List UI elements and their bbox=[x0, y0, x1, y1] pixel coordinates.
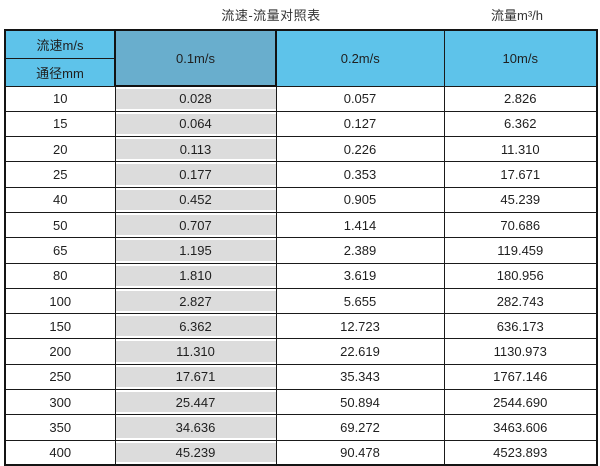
table-row: 400 45.239 90.478 4523.893 bbox=[4, 439, 598, 466]
flow-cell-0-1ms: 1.195 bbox=[114, 237, 277, 264]
flow-cell-0-1ms: 25.447 bbox=[114, 389, 277, 416]
table-row: 350 34.636 69.272 3463.606 bbox=[4, 414, 598, 441]
flow-cell-0-2ms: 0.057 bbox=[275, 85, 445, 112]
flow-cell-0-1ms: 11.310 bbox=[114, 338, 277, 365]
flow-cell-0-2ms: 50.894 bbox=[275, 389, 445, 416]
flow-rate-table: 流速m/s 0.1m/s 0.2m/s 10m/s 通径mm 10 0.028 … bbox=[4, 29, 598, 466]
col-header-0-2ms: 0.2m/s bbox=[275, 29, 445, 87]
table-title: 流速-流量对照表 bbox=[221, 8, 321, 23]
flow-cell-10ms: 17.671 bbox=[443, 161, 598, 188]
flow-cell-0-2ms: 5.655 bbox=[275, 287, 445, 315]
flow-cell-0-2ms: 22.619 bbox=[275, 338, 445, 365]
flow-cell-0-2ms: 0.127 bbox=[275, 110, 445, 138]
table-row: 25 0.177 0.353 17.671 bbox=[4, 161, 598, 188]
flow-cell-0-2ms: 35.343 bbox=[275, 363, 445, 391]
corner-diameter-label: 通径mm bbox=[4, 57, 116, 87]
diameter-cell: 400 bbox=[4, 439, 116, 466]
table-row: 40 0.452 0.905 45.239 bbox=[4, 186, 598, 213]
table-row: 10 0.028 0.057 2.826 bbox=[4, 85, 598, 112]
flow-cell-0-1ms: 0.707 bbox=[114, 211, 277, 239]
header-row-top: 流速m/s 0.1m/s 0.2m/s 10m/s bbox=[4, 29, 598, 87]
flow-cell-0-2ms: 0.353 bbox=[275, 161, 445, 188]
flow-cell-10ms: 282.743 bbox=[443, 287, 598, 315]
col-header-0-1ms: 0.1m/s bbox=[114, 29, 277, 87]
flow-cell-0-2ms: 0.226 bbox=[275, 136, 445, 163]
table-row: 200 11.310 22.619 1130.973 bbox=[4, 338, 598, 365]
corner-velocity-label: 流速m/s bbox=[4, 29, 116, 59]
diameter-cell: 150 bbox=[4, 313, 116, 340]
table-row: 250 17.671 35.343 1767.146 bbox=[4, 363, 598, 391]
flow-cell-0-2ms: 90.478 bbox=[275, 439, 445, 466]
flow-cell-0-1ms: 17.671 bbox=[114, 363, 277, 391]
flow-cell-0-2ms: 2.389 bbox=[275, 237, 445, 264]
header-row-bottom: 通径mm bbox=[4, 57, 597, 87]
table-row: 80 1.810 3.619 180.956 bbox=[4, 262, 598, 289]
flow-cell-0-1ms: 2.827 bbox=[114, 287, 277, 315]
diameter-cell: 250 bbox=[4, 363, 116, 391]
diameter-cell: 80 bbox=[4, 262, 116, 289]
diameter-cell: 350 bbox=[4, 414, 116, 441]
table-row: 300 25.447 50.894 2544.690 bbox=[4, 389, 598, 416]
flow-cell-0-2ms: 12.723 bbox=[275, 313, 445, 340]
flow-cell-10ms: 1767.146 bbox=[443, 363, 598, 391]
flow-unit-title: 流量m³/h bbox=[490, 8, 544, 23]
flow-cell-0-2ms: 3.619 bbox=[275, 262, 445, 289]
flow-cell-0-1ms: 6.362 bbox=[114, 313, 277, 340]
flow-cell-10ms: 1130.973 bbox=[443, 338, 598, 365]
flow-cell-0-1ms: 45.239 bbox=[114, 439, 277, 466]
flow-cell-0-1ms: 0.177 bbox=[114, 161, 277, 188]
flow-cell-10ms: 45.239 bbox=[443, 186, 598, 213]
diameter-cell: 50 bbox=[4, 211, 116, 239]
diameter-cell: 10 bbox=[4, 85, 116, 112]
diameter-cell: 100 bbox=[4, 287, 116, 315]
col-header-10ms: 10m/s bbox=[443, 29, 598, 87]
table-row: 100 2.827 5.655 282.743 bbox=[4, 287, 598, 315]
diameter-cell: 200 bbox=[4, 338, 116, 365]
flow-cell-10ms: 636.173 bbox=[443, 313, 598, 340]
table-row: 15 0.064 0.127 6.362 bbox=[4, 110, 598, 138]
table-row: 150 6.362 12.723 636.173 bbox=[4, 313, 598, 340]
diameter-cell: 25 bbox=[4, 161, 116, 188]
flow-cell-10ms: 3463.606 bbox=[443, 414, 598, 441]
diameter-cell: 40 bbox=[4, 186, 116, 213]
flow-cell-10ms: 180.956 bbox=[443, 262, 598, 289]
table-row: 20 0.113 0.226 11.310 bbox=[4, 136, 598, 163]
flow-cell-10ms: 11.310 bbox=[443, 136, 598, 163]
flow-cell-0-2ms: 0.905 bbox=[275, 186, 445, 213]
diameter-cell: 15 bbox=[4, 110, 116, 138]
diameter-cell: 300 bbox=[4, 389, 116, 416]
flow-cell-10ms: 6.362 bbox=[443, 110, 598, 138]
titlebar: 流速-流量对照表 流量m³/h bbox=[0, 0, 600, 29]
flow-cell-10ms: 4523.893 bbox=[443, 439, 598, 466]
table-row: 65 1.195 2.389 119.459 bbox=[4, 237, 598, 264]
flow-cell-0-1ms: 0.064 bbox=[114, 110, 277, 138]
flow-cell-10ms: 2544.690 bbox=[443, 389, 598, 416]
flow-cell-10ms: 119.459 bbox=[443, 237, 598, 264]
flow-cell-0-1ms: 0.028 bbox=[114, 85, 277, 112]
flow-cell-0-2ms: 69.272 bbox=[275, 414, 445, 441]
flow-cell-0-1ms: 0.113 bbox=[114, 136, 277, 163]
flow-cell-10ms: 2.826 bbox=[443, 85, 598, 112]
diameter-cell: 65 bbox=[4, 237, 116, 264]
flow-cell-0-1ms: 34.636 bbox=[114, 414, 277, 441]
diameter-cell: 20 bbox=[4, 136, 116, 163]
flow-cell-10ms: 70.686 bbox=[443, 211, 598, 239]
flow-cell-0-1ms: 1.810 bbox=[114, 262, 277, 289]
table-row: 50 0.707 1.414 70.686 bbox=[4, 211, 598, 239]
flow-cell-0-1ms: 0.452 bbox=[114, 186, 277, 213]
flow-cell-0-2ms: 1.414 bbox=[275, 211, 445, 239]
